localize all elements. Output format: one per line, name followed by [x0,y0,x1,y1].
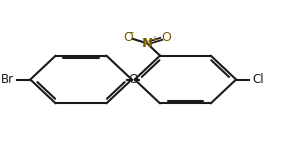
Text: +: + [150,35,158,45]
Text: O: O [123,31,133,44]
Text: O: O [128,73,138,86]
Text: Cl: Cl [252,73,264,86]
Text: N: N [141,37,153,50]
Text: Br: Br [1,73,14,86]
Text: O: O [161,31,171,44]
Text: −: − [126,28,135,38]
